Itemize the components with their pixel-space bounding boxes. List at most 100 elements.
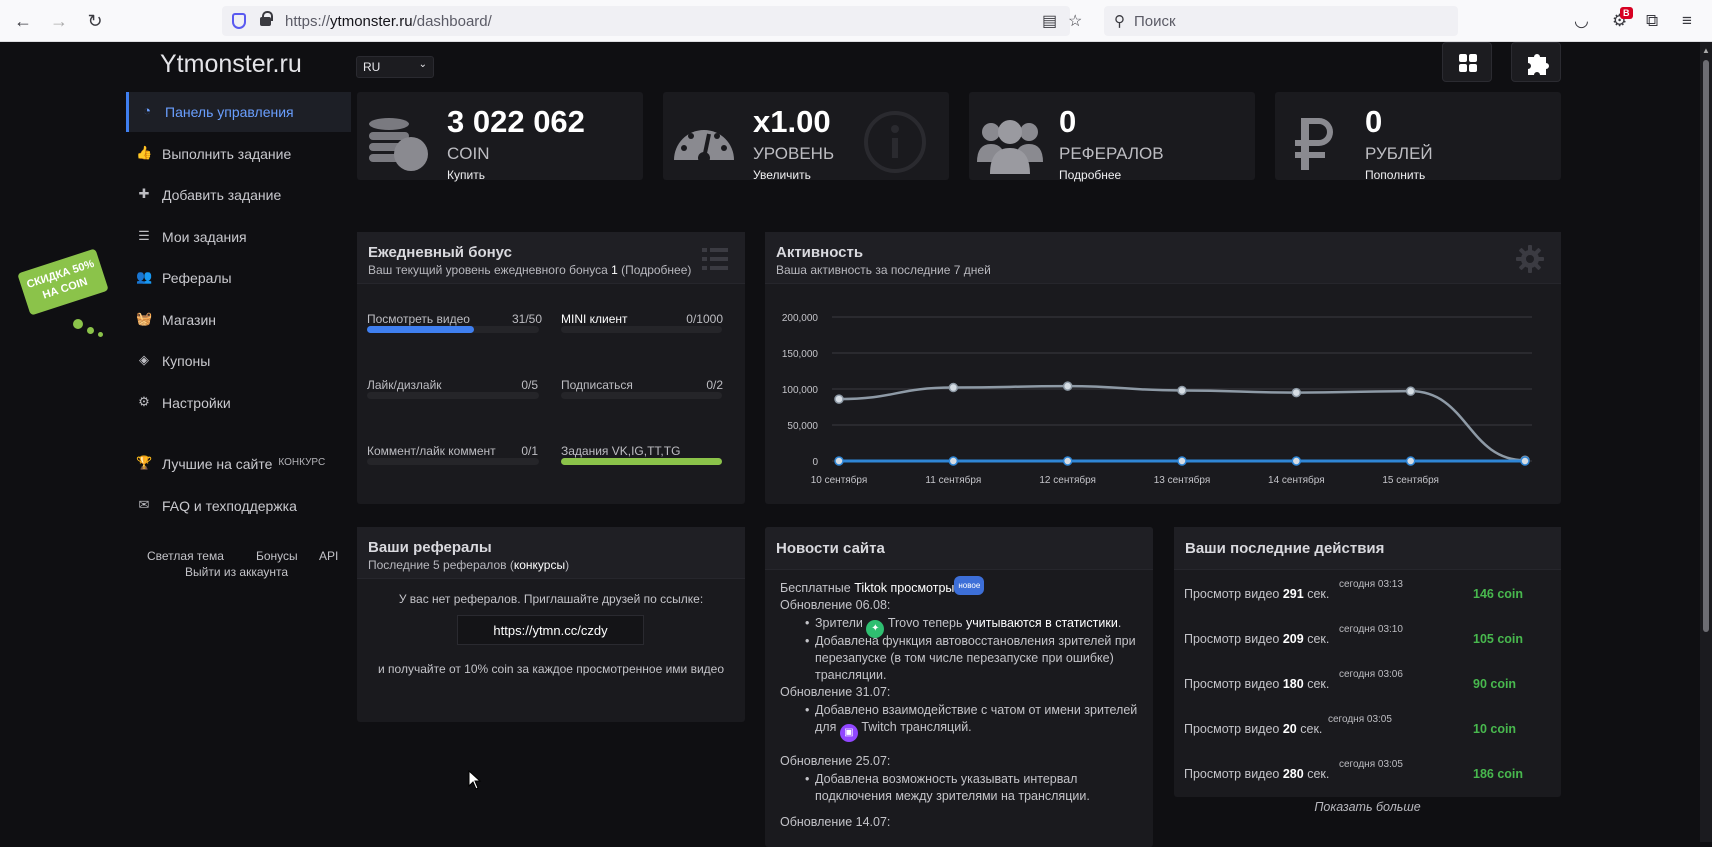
promo-sticker[interactable]: СКИДКА 50% НА COIN <box>17 248 109 316</box>
dashboard-icon: ◔ <box>143 103 151 118</box>
contests-link[interactable]: конкурсы <box>513 558 566 572</box>
news-update-heading: Обновление 31.07: <box>780 685 891 699</box>
bonuses-link[interactable]: Бонусы <box>256 549 298 563</box>
news-title: Новости сайта <box>776 540 885 557</box>
list-icon[interactable] <box>702 246 728 272</box>
show-more-link[interactable]: Показать больше <box>1314 800 1421 814</box>
referrals-value: 0 <box>1059 104 1077 139</box>
increase-link[interactable]: Увеличить <box>753 168 811 182</box>
users-icon <box>977 120 1043 174</box>
back-icon[interactable]: ← <box>14 11 32 31</box>
lock-icon[interactable] <box>260 11 273 26</box>
referrals-subtitle: Последние 5 рефералов (конкурсы) <box>368 558 570 572</box>
y-tick-label: 50,000 <box>787 421 818 432</box>
extensions-puzzle-icon[interactable]: ⧉ <box>1646 11 1659 30</box>
sidebar-item-do-task[interactable]: 👍 Выполнить задание <box>136 145 292 162</box>
api-link[interactable]: API <box>319 549 339 563</box>
x-tick-label: 14 сентября <box>1268 474 1325 486</box>
chevron-down-icon: ⌄ <box>418 59 427 70</box>
recent-actions-title: Ваши последние действия <box>1185 540 1385 557</box>
bonus-progress-bar <box>367 392 539 399</box>
data-point <box>1291 387 1302 398</box>
x-tick-label: 15 сентября <box>1382 474 1439 486</box>
details-link[interactable]: Подробнее <box>1059 168 1122 182</box>
url-text[interactable]: https://ytmonster.ru/dashboard/ <box>285 13 492 30</box>
extension-button[interactable] <box>1511 42 1561 82</box>
activity-panel: Активность Ваша активность за последние … <box>765 232 1561 504</box>
address-bar[interactable]: https://ytmonster.ru/dashboard/ ▤ ☆ <box>222 6 1082 36</box>
bonus-progress-bar <box>367 458 539 465</box>
forward-icon[interactable]: → <box>50 11 68 31</box>
stat-card-referrals: 0 РЕФЕРАЛОВ Подробнее <box>969 92 1255 182</box>
bonus-progress-fill <box>367 326 474 333</box>
bonus-task-count: 0/5 <box>521 378 538 392</box>
sidebar-item-faq[interactable]: ✉ FAQ и техподдержка <box>126 486 351 526</box>
rubles-caption: РУБЛЕЙ <box>1365 144 1433 163</box>
activity-subtitle: Ваша активность за последние 7 дней <box>776 263 991 277</box>
light-theme-link[interactable]: Светлая тема <box>147 549 224 563</box>
action-row: Просмотр видео 280 сек. сегодня 03:05 186 … <box>1184 759 1524 781</box>
bonus-task-count: 0/2 <box>706 378 723 392</box>
sidebar-item-referrals[interactable]: 👥 Рефералы <box>136 269 232 286</box>
news-update-heading: Обновление 06.08: <box>780 598 891 612</box>
search-input[interactable]: Поиск <box>1134 13 1176 30</box>
info-icon[interactable] <box>863 110 927 174</box>
activity-chart: 200,000 150,000 100,000 50,000 0 10 сентября 1… <box>782 313 1532 486</box>
logout-link[interactable]: Выйти из аккаунта <box>185 565 289 579</box>
contest-label: КОНКУРС <box>278 457 326 468</box>
data-point <box>1062 381 1073 391</box>
data-point <box>1405 456 1416 466</box>
language-select[interactable]: RU ⌄ <box>356 56 434 78</box>
page-scrollbar[interactable]: ▲ <box>1700 42 1712 842</box>
sidebar-item-dashboard[interactable]: ◔ Панель управления <box>126 92 351 132</box>
sidebar-item-coupons[interactable]: ◈ Купоны <box>126 341 351 381</box>
bonus-task-count: 0/1000 <box>686 312 723 326</box>
y-tick-label: 200,000 <box>782 313 819 324</box>
daily-bonus-panel: Ежедневный бонус Ваш текущий уровень еже… <box>357 232 745 504</box>
settings-gear-icon[interactable] <box>1516 245 1544 273</box>
sidebar-item-settings[interactable]: ⚙ Настройки <box>126 383 351 423</box>
data-point <box>1177 456 1187 466</box>
news-item: Бесплатные Tiktok просмотры новое <box>780 576 985 599</box>
referrals-note: и получайте от 10% coin за каждое просмо… <box>378 662 724 676</box>
site-logo[interactable]: Ytmonster.ru <box>160 50 302 78</box>
sidebar-item-shop[interactable]: 🧺 Магазин <box>136 311 217 328</box>
pocket-icon[interactable]: ◡ <box>1574 11 1589 30</box>
sidebar-item-add-task[interactable]: ✚ Добавить задание <box>126 175 351 215</box>
referrals-empty-text: У вас нет рефералов. Приглашайте друзей … <box>398 592 704 606</box>
menu-icon[interactable]: ≡ <box>1682 11 1692 30</box>
tiktok-link[interactable]: Tiktok просмотры <box>854 581 955 595</box>
news-bullet: Добавлена функция автовосстановления зри… <box>805 633 1136 684</box>
reload-icon[interactable]: ↻ <box>87 11 103 31</box>
bonus-task-count: 0/1 <box>521 444 538 458</box>
mouse-cursor-icon <box>468 770 482 790</box>
top-up-link[interactable]: Пополнить <box>1365 168 1426 182</box>
scroll-up-icon[interactable]: ▲ <box>1702 46 1710 55</box>
reader-view-icon[interactable]: ▤ <box>1042 13 1058 30</box>
page: Ytmonster.ru RU ⌄ ◔ Панель управления 👍 Вып… <box>0 42 1700 847</box>
bookmark-star-icon[interactable]: ☆ <box>1068 13 1083 30</box>
browser-search[interactable]: ⚲ Поиск <box>1104 6 1458 36</box>
referrals-title: Ваши рефералы <box>368 539 492 556</box>
daily-bonus-subtitle[interactable]: Ваш текущий уровень ежедневного бонуса 1… <box>368 263 692 277</box>
sidebar-item-best[interactable]: 🏆 Лучшие на сайте КОНКУРС <box>136 455 326 472</box>
stat-card-rubles: 0 РУБЛЕЙ Пополнить <box>1275 92 1561 182</box>
buy-link[interactable]: Купить <box>447 168 485 182</box>
recent-actions-panel: Ваши последние действия Просмотр видео 2… <box>1174 527 1561 797</box>
sidebar-item-my-tasks[interactable]: ☰ Мои задания <box>126 217 351 257</box>
daily-bonus-title: Ежедневный бонус <box>368 244 512 261</box>
bonus-task-label: Посмотреть видео <box>367 312 470 326</box>
scrollbar-thumb[interactable] <box>1703 60 1709 632</box>
apps-grid-button[interactable] <box>1442 42 1492 82</box>
coin-value: 3 022 062 <box>447 104 585 139</box>
y-tick-label: 100,000 <box>782 385 819 396</box>
action-row: Просмотр видео 291 сек. сегодня 03:13 146 … <box>1184 579 1524 601</box>
activity-title: Активность <box>776 244 864 261</box>
referral-link-field[interactable]: https://ytmn.cc/czdy <box>457 615 644 645</box>
plus-icon: ✚ <box>138 186 150 201</box>
grid-icon <box>1459 54 1477 72</box>
news-bullet: Добавлена возможность указывать интервал… <box>805 771 1090 805</box>
tracking-shield-icon[interactable] <box>232 13 246 29</box>
trophy-icon: 🏆 <box>136 455 153 470</box>
basket-icon: 🧺 <box>136 311 153 326</box>
